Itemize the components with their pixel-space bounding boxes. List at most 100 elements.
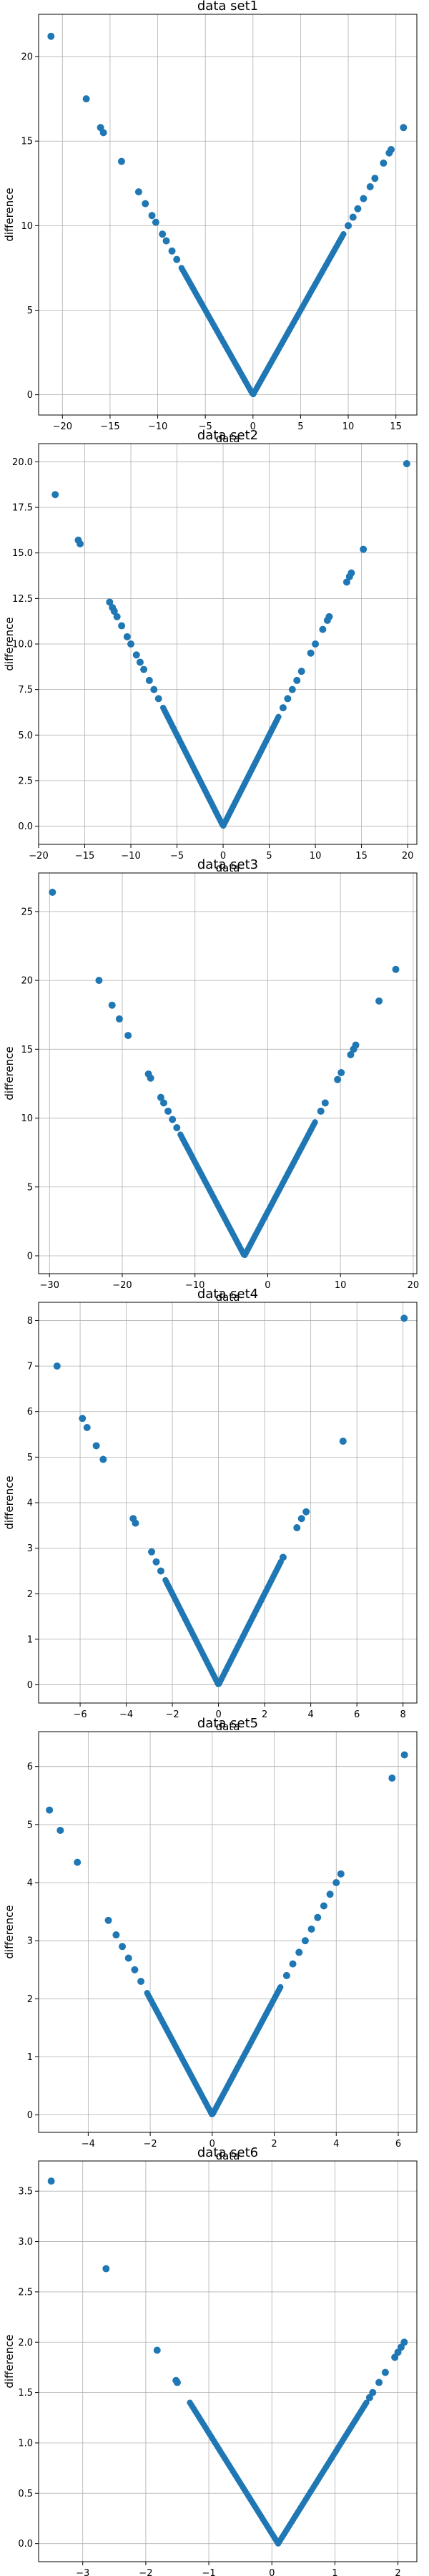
data-point [134,188,142,196]
data-point [136,658,144,666]
y-axis-label: difference [3,187,16,241]
y-tick-label: 2.5 [18,776,33,786]
data-point [375,2379,383,2386]
y-tick-label: 5 [27,1182,33,1193]
y-tick-label: 5.0 [18,731,33,741]
data-point [53,1362,61,1370]
data-point [354,205,362,213]
data-point [147,1074,154,1082]
plot-frame [38,443,418,845]
x-tick-label: 6 [354,1709,360,1720]
plot-frame [38,872,418,1274]
data-point [312,1119,318,1126]
data-point [312,640,320,648]
data-point [132,651,140,659]
x-tick-label: −5 [199,421,212,432]
y-tick-label: 0 [27,1680,33,1691]
data-point [104,1916,112,1924]
y-tick-label: 3 [27,1543,33,1554]
data-point [124,1954,132,1962]
data-point [334,1075,342,1083]
data-point [371,175,379,182]
x-tick-label: 0 [220,851,226,862]
x-tick-label: −10 [148,421,167,432]
y-tick-label: 2.0 [18,2338,33,2348]
data-point [79,1415,87,1423]
data-point [173,255,181,263]
data-point [159,230,167,238]
data-point [51,491,59,499]
x-tick-label: −10 [185,1280,204,1291]
x-tick-label: −4 [82,2139,95,2150]
data-point [282,1971,290,1979]
y-tick-label: 0 [27,1251,33,1262]
data-point [148,212,156,220]
y-tick-label: 4 [27,1878,33,1889]
data-point [157,1093,164,1101]
x-tick-label: 10 [342,421,355,432]
x-tick-label: 15 [355,851,368,862]
data-point [112,1931,120,1939]
data-point [279,704,287,712]
data-point [360,545,368,553]
x-tick-label: 20 [408,1280,420,1291]
y-tick-label: 10 [21,221,33,232]
y-tick-label: 3.5 [18,2187,33,2197]
data-point [297,668,305,675]
data-point [400,2338,408,2346]
chart-panel-3: data set3 −30 −20 −10 0 10 20 0 5 10 15 20 25 data dif… [3,857,419,1304]
data-point [142,200,149,208]
x-tick-label: 5 [297,421,303,432]
x-tick-label: 2 [262,1709,267,1720]
data-point [150,686,158,693]
data-point [124,1032,132,1040]
x-tick-label: −5 [170,851,184,862]
data-point [56,1826,64,1834]
data-point [352,1041,360,1049]
data-point [77,540,84,547]
x-tick-label: 15 [390,421,402,432]
data-point [314,1913,322,1921]
y-tick-label: 5 [27,1453,33,1463]
x-tick-label: 10 [335,1280,347,1291]
x-tick-label: −2 [139,2568,152,2576]
data-point [295,1948,303,1956]
data-point [279,1553,287,1561]
data-point [169,1116,177,1123]
data-point [127,640,135,648]
x-tick-label: 0 [265,1280,270,1291]
data-point [110,608,118,615]
y-tick-label: 1 [27,1634,33,1645]
data-point [106,598,114,606]
x-axis-label: data [216,2150,240,2162]
data-point [400,1314,408,1322]
plot-frame [38,1731,418,2133]
y-tick-label: 1 [27,2052,33,2063]
data-point [347,569,355,577]
x-tick-label: 4 [333,2139,339,2150]
y-axis-label: difference [3,1046,16,1100]
data-point [162,237,170,245]
y-tick-label: 2 [27,1994,33,2005]
data-point [157,1567,164,1575]
x-tick-label: 0 [269,2568,275,2576]
x-tick-label: −20 [112,1280,132,1291]
y-tick-label: 1.0 [18,2438,33,2449]
data-point [123,633,131,640]
y-tick-label: 20 [21,976,33,987]
data-point [337,1870,345,1878]
data-point [284,695,292,703]
plot-frame [38,2160,418,2562]
data-point [347,1051,355,1059]
chart-panel-6: data set6 −3 −2 −1 0 1 2 0.0 0.5 1.0 1.5 2.0 2.5 3.0 3… [3,2145,418,2576]
data-point [119,1943,127,1951]
data-point [275,713,282,721]
y-tick-label: 10 [21,1113,33,1124]
x-tick-label: −2 [144,2139,157,2150]
y-tick-label: 6 [27,1762,33,1772]
x-tick-label: −10 [121,851,140,862]
y-axis-label: difference [3,2334,16,2388]
data-point [339,1438,347,1445]
data-point [113,613,121,620]
y-tick-label: 6 [27,1407,33,1418]
